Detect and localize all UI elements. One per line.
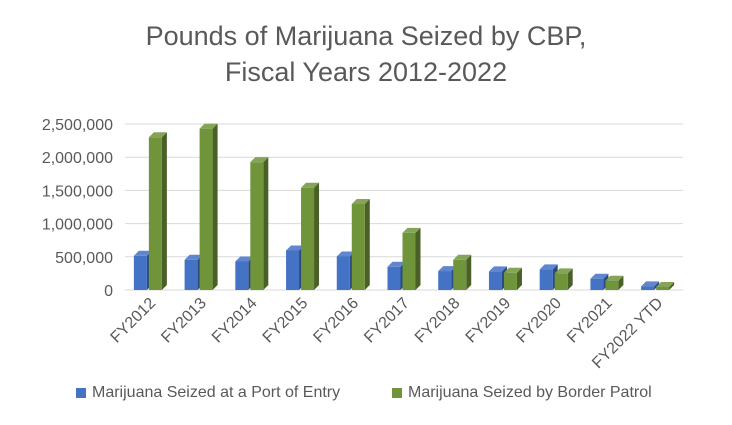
bar-top	[539, 264, 558, 270]
bar-border-patrol	[453, 259, 467, 290]
bar-border-patrol	[554, 273, 568, 290]
bar-port-of-entry	[438, 271, 452, 290]
chart-title-line-2: Fiscal Years 2012-2022	[224, 57, 508, 87]
x-tick-label: FY2012	[108, 295, 160, 347]
bar-top	[250, 157, 269, 163]
x-tick-label: FY2020	[513, 295, 565, 347]
bars	[133, 123, 675, 290]
x-tick-label: FY2019	[463, 295, 515, 347]
legend-item-border-patrol: Marijuana Seized by Border Patrol	[392, 384, 652, 402]
y-tick-label: 500,000	[55, 250, 113, 267]
bar-port-of-entry	[133, 255, 147, 290]
bar-top	[387, 261, 406, 267]
bar-top	[554, 268, 573, 274]
bar-top	[402, 227, 421, 233]
bar-side	[212, 123, 218, 290]
bar-top	[641, 281, 660, 287]
bar-side	[314, 182, 320, 290]
bar-border-patrol	[402, 232, 416, 290]
y-tick-label: 1,000,000	[42, 217, 113, 234]
bar-port-of-entry	[539, 269, 553, 290]
bar-port-of-entry	[286, 250, 300, 290]
bar-port-of-entry	[336, 256, 350, 290]
bar-top	[301, 182, 320, 188]
x-tick-label: FY2015	[260, 295, 312, 347]
bar-top	[184, 254, 203, 260]
bar-side	[263, 157, 269, 290]
legend-swatch-border-patrol	[392, 388, 402, 398]
bar-port-of-entry	[387, 266, 401, 290]
bar-port-of-entry	[488, 271, 502, 290]
bar-top	[438, 266, 457, 272]
bar-side	[654, 281, 660, 290]
y-axis-tick-labels: 0 500,000 1,000,000 1,500,000 2,000,000 2,500…	[42, 117, 113, 300]
bar-border-patrol	[148, 137, 162, 290]
bar-port-of-entry	[641, 286, 655, 290]
bar-side	[516, 267, 522, 290]
y-tick-label: 2,500,000	[42, 117, 113, 134]
legend-label-border-patrol: Marijuana Seized by Border Patrol	[408, 384, 652, 401]
bar-side	[364, 199, 370, 290]
legend: Marijuana Seized at a Port of Entry Mari…	[0, 384, 732, 404]
bar-side	[415, 227, 421, 290]
y-tick-label: 1,500,000	[42, 183, 113, 200]
bar-border-patrol	[503, 272, 517, 290]
legend-label-port-of-entry: Marijuana Seized at a Port of Entry	[92, 384, 341, 401]
bar-top	[235, 256, 254, 262]
bar-top	[286, 245, 305, 251]
x-tick-label: FY2021	[564, 295, 616, 347]
legend-item-port-of-entry: Marijuana Seized at a Port of Entry	[76, 384, 340, 402]
chart-title-line-1: Pounds of Marijuana Seized by CBP,	[145, 21, 587, 51]
y-tick-label: 0	[104, 283, 113, 300]
bar-port-of-entry	[184, 259, 198, 290]
x-tick-label: FY2017	[361, 295, 413, 347]
bar-side	[161, 132, 167, 290]
bar-border-patrol	[199, 128, 213, 290]
bar-top	[199, 123, 218, 129]
x-tick-label: FY2018	[412, 295, 464, 347]
bar-top	[351, 199, 370, 205]
bar-top	[488, 266, 507, 272]
bar-border-patrol	[605, 280, 619, 290]
bar-side	[618, 275, 624, 290]
bar-top	[503, 267, 522, 273]
bar-top	[453, 254, 472, 260]
x-axis-tick-labels: FY2012 FY2013 FY2014 FY2015 FY2016 FY2017 FY20…	[108, 295, 667, 372]
bar-border-patrol	[250, 162, 264, 290]
bar-side	[567, 268, 573, 290]
bar-side	[466, 254, 472, 290]
x-tick-label: FY2013	[158, 295, 210, 347]
legend-swatch-port-of-entry	[76, 388, 86, 398]
bar-top	[590, 273, 609, 279]
bar-port-of-entry	[235, 261, 249, 290]
bar-top	[605, 275, 624, 281]
bar-side	[669, 282, 675, 290]
bar-port-of-entry	[590, 278, 604, 290]
bar-top	[133, 250, 152, 256]
x-tick-label: FY2014	[209, 295, 261, 347]
bar-border-patrol	[656, 287, 670, 290]
bar-border-patrol	[351, 204, 365, 290]
bar-border-patrol	[301, 187, 315, 290]
bar-top	[336, 251, 355, 257]
x-tick-label: FY2016	[310, 295, 362, 347]
bar-top	[148, 132, 167, 138]
bar-top	[656, 282, 675, 288]
y-tick-label: 2,000,000	[42, 150, 113, 167]
